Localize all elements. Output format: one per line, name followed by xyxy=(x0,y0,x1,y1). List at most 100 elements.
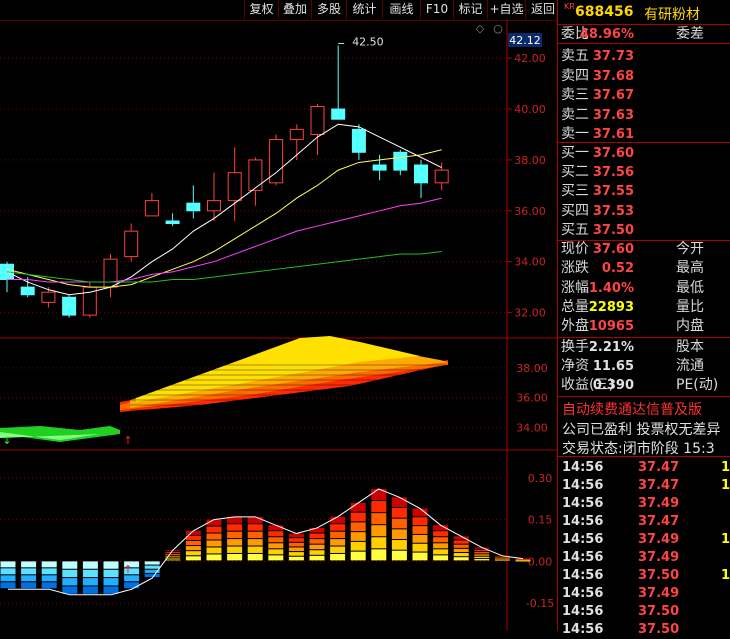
macd-tick-label: 0.15 xyxy=(528,514,553,527)
macd-bar xyxy=(165,559,181,561)
toolbar-mark-button[interactable]: 标记 xyxy=(453,0,487,19)
ask-row-4-value: 37.68 xyxy=(592,68,634,84)
macd-bar xyxy=(206,554,222,561)
moving-average-line xyxy=(6,251,442,283)
chart-toolbar: 复权 叠加 多股 统计 画线 F10 标记 +自选 返回 xyxy=(0,0,560,20)
trade-row: 14:56 37.47 1 xyxy=(558,459,730,477)
macd-bar xyxy=(412,552,428,561)
macd-bar xyxy=(391,550,407,561)
macd-bar xyxy=(21,561,37,568)
trade-time: 14:56 xyxy=(562,514,604,529)
macd-bar xyxy=(103,569,119,578)
macd-bar xyxy=(288,556,304,561)
macd-bar xyxy=(268,537,284,543)
toolbar-f10-button[interactable]: F10 xyxy=(420,0,453,19)
stats-row: 换手 2.21% 股本 xyxy=(558,338,730,357)
candle xyxy=(165,220,180,225)
macd-bar xyxy=(474,556,490,559)
macd-bar xyxy=(433,525,449,531)
candle xyxy=(269,139,284,184)
macd-bar xyxy=(309,550,325,555)
promo-notice[interactable]: 自动续费通达信普及版 xyxy=(562,402,702,418)
macd-bar xyxy=(494,560,510,561)
macd-bar xyxy=(21,575,37,582)
macd-bar xyxy=(494,557,510,559)
macd-bar xyxy=(206,519,222,526)
stats-row-value: 11.65 xyxy=(592,359,634,374)
toolbar-restore-rights-button[interactable]: 复权 xyxy=(244,0,278,19)
trade-row: 14:56 37.50 xyxy=(558,603,730,621)
trade-status-time: 15:3 xyxy=(683,441,715,457)
macd-bar xyxy=(185,535,201,540)
weibi-value: 48.96% xyxy=(579,27,634,42)
separator xyxy=(558,456,730,457)
macd-bar xyxy=(412,508,428,517)
macd-tick-label: 0.00 xyxy=(528,555,553,568)
macd-bar xyxy=(268,549,284,555)
macd-bar xyxy=(433,531,449,537)
quote-row-label2: 最低 xyxy=(676,279,704,296)
macd-bar xyxy=(185,556,201,561)
chart-area[interactable]: 42.00 40.00 38.00 36.00 34.00 32.00 42.50 42.12… xyxy=(0,20,558,631)
ask-row-4-label: 卖四 xyxy=(561,67,589,84)
candle xyxy=(393,151,408,171)
macd-bar xyxy=(371,513,387,525)
current-price-box xyxy=(508,33,542,47)
candle xyxy=(62,296,77,316)
macd-bar xyxy=(494,558,510,560)
macd-bar xyxy=(103,561,119,569)
toolbar-add-favorite-button[interactable]: +自选 xyxy=(487,0,525,19)
trade-time: 14:56 xyxy=(562,478,604,493)
quote-row-label: 外盘 xyxy=(561,318,589,335)
bid-row-2-label: 买二 xyxy=(561,164,589,181)
price-tick-label: 34.00 xyxy=(514,256,546,269)
macd-bar xyxy=(515,558,531,560)
stats-row-value: 0.390 xyxy=(592,378,634,393)
candle xyxy=(372,164,387,171)
macd-bar xyxy=(309,527,325,533)
macd-bar xyxy=(247,531,263,539)
ask-row-1-label: 卖一 xyxy=(561,126,589,142)
macd-bar xyxy=(350,541,366,551)
weicha-label: 委差 xyxy=(676,26,704,42)
candle xyxy=(248,159,263,191)
ask-row-4: 卖四 37.68 xyxy=(558,67,730,86)
trade-price: 37.47 xyxy=(638,514,680,529)
toolbar-multi-stock-button[interactable]: 多股 xyxy=(311,0,346,19)
trade-time: 14:56 xyxy=(562,496,604,511)
macd-bar xyxy=(330,539,346,546)
toolbar-statistics-button[interactable]: 统计 xyxy=(346,0,382,19)
macd-tick-label: -0.15 xyxy=(526,597,554,610)
macd-bar xyxy=(185,530,201,535)
toolbar-overlay-button[interactable]: 叠加 xyxy=(278,0,311,19)
bid-row-1-value: 37.60 xyxy=(592,146,634,161)
macd-bar xyxy=(371,537,387,549)
toolbar-back-button[interactable]: 返回 xyxy=(525,0,560,19)
quote-row-value: 0.52 xyxy=(601,261,634,277)
candle xyxy=(207,200,221,212)
price-tick-label: 36.00 xyxy=(514,205,546,218)
macd-bar xyxy=(412,517,428,526)
kr-badge: KR xyxy=(564,2,575,11)
macd-bar xyxy=(206,533,222,540)
macd-bar xyxy=(330,531,346,539)
candle xyxy=(414,164,428,184)
price-tick-label: 32.00 xyxy=(514,307,546,320)
stock-code: 688456 xyxy=(575,4,634,20)
quote-row: 外盘 10965 内盘 xyxy=(558,317,730,336)
macd-bar xyxy=(227,539,243,546)
bid-row-5: 买五 37.50 xyxy=(558,221,730,240)
ask-row-5: 卖五 37.73 xyxy=(558,47,730,66)
trade-price: 37.50 xyxy=(638,568,680,583)
stats-row: 收益(三) 0.390 PE(动) xyxy=(558,376,730,395)
bid-row-5-label: 买五 xyxy=(561,221,589,238)
candle xyxy=(20,286,35,296)
macd-bar xyxy=(350,532,366,541)
toolbar-draw-line-button[interactable]: 画线 xyxy=(382,0,420,19)
ask-row-3-label: 卖三 xyxy=(561,87,589,103)
weibi-row: 委比 48.96% 委差 xyxy=(558,24,730,44)
trade-time: 14:56 xyxy=(562,532,604,547)
macd-bar xyxy=(103,586,119,594)
macd-bar xyxy=(288,538,304,542)
macd-bar xyxy=(62,586,78,594)
